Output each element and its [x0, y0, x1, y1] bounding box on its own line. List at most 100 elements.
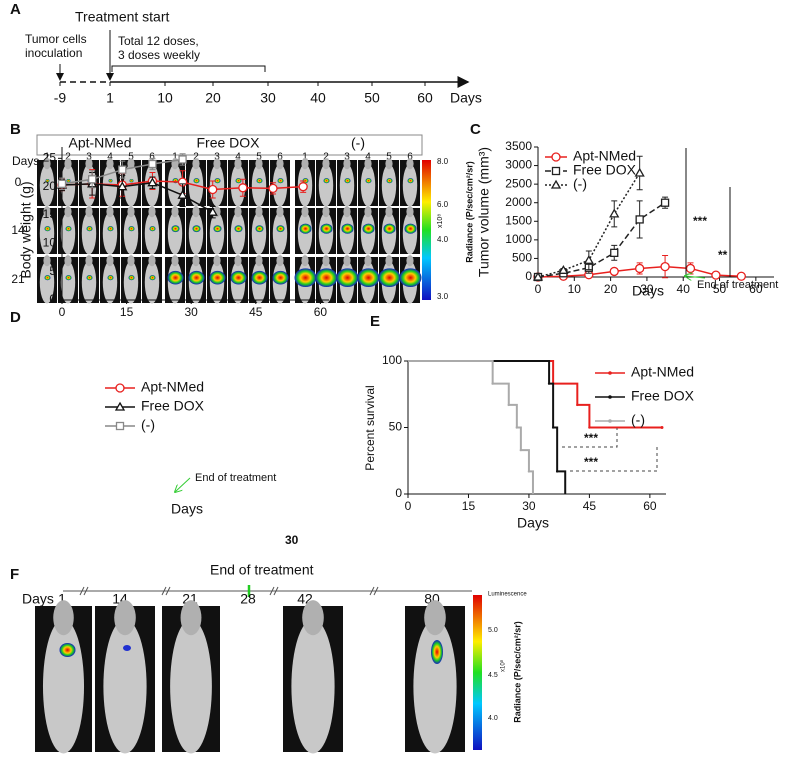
signal: [404, 223, 417, 234]
marker: [576, 403, 579, 407]
mouse: [102, 212, 118, 255]
marker: [711, 270, 721, 280]
y-tick-label: 20: [43, 179, 57, 193]
signal: [234, 225, 243, 233]
signal: [294, 268, 317, 288]
mouse-head: [424, 600, 446, 636]
mouse-head: [148, 206, 156, 218]
colorbar-unit: x10⁸: [437, 214, 444, 228]
x-tick-label: 15: [120, 305, 134, 319]
y-tick-label: 25: [43, 151, 57, 165]
marker: [583, 254, 594, 264]
signal: [44, 275, 51, 281]
signal: [128, 275, 135, 281]
signal: [108, 179, 113, 183]
signal: [365, 178, 372, 184]
marker: [551, 426, 555, 429]
annotation-line: [685, 276, 706, 278]
x-axis-label: Days: [632, 283, 664, 299]
mouse: [167, 212, 183, 255]
signal: [320, 223, 333, 234]
signal: [255, 225, 264, 233]
column-label: 4: [235, 152, 241, 163]
legend-label: (-): [573, 176, 587, 192]
column-label: 2: [65, 152, 71, 163]
x-tick-label: 60: [314, 305, 328, 319]
signal: [66, 179, 71, 183]
mouse: [251, 164, 267, 207]
mouse: [39, 164, 55, 207]
x-tick-label: 30: [185, 305, 199, 319]
signal: [188, 270, 205, 285]
mouse: [39, 261, 55, 304]
y-tick-label: 2500: [505, 176, 532, 190]
legend-label: Apt-NMed: [141, 379, 204, 395]
signal: [336, 268, 359, 288]
marker: [609, 266, 619, 277]
axis-label: Radiance (P/sec/cm²/sr): [464, 161, 474, 263]
x-tick-label: 45: [583, 499, 597, 513]
signal: [149, 226, 156, 232]
marker: [177, 189, 188, 199]
x-tick-label: 30: [522, 499, 536, 513]
mouse-head: [406, 158, 414, 170]
signal: [214, 178, 221, 184]
signal: [276, 225, 285, 233]
mouse-head: [234, 158, 242, 170]
mouse-head: [406, 206, 414, 218]
mouse-head: [43, 206, 51, 218]
y-tick-label: 0: [49, 292, 56, 306]
legend-marker: [551, 166, 561, 176]
signal: [341, 223, 354, 234]
mouse-head: [234, 255, 242, 267]
mouse: [318, 164, 334, 207]
legend-marker: [551, 152, 561, 162]
bracket: [111, 65, 266, 72]
signal: [86, 275, 93, 281]
label: Days: [22, 591, 54, 607]
mouse-head: [301, 158, 309, 170]
mouse: [170, 619, 212, 754]
column-label: 3: [344, 152, 350, 163]
y-tick-label: 3000: [505, 158, 532, 172]
legend-label: Free DOX: [573, 162, 637, 178]
mouse-head: [85, 255, 93, 267]
series-line: [537, 202, 666, 278]
axis-break: [79, 586, 89, 596]
signal: [65, 275, 72, 281]
marker: [558, 265, 569, 274]
mouse-head: [302, 600, 324, 636]
legend-label: (-): [141, 417, 155, 433]
day-label: 1: [58, 591, 66, 607]
marker: [207, 206, 218, 216]
mouse-head: [43, 255, 51, 267]
column-label: 4: [107, 152, 113, 163]
series-line: [408, 360, 662, 429]
mouse: [413, 619, 457, 754]
annotation: **: [718, 248, 728, 262]
signal: [407, 178, 414, 184]
x-tick-label: 0: [405, 499, 412, 513]
x-tick-label: 15: [462, 499, 476, 513]
signal: [44, 226, 51, 232]
label: inoculation: [25, 46, 82, 60]
y-tick-label: 15: [43, 207, 57, 221]
mouse-head: [234, 206, 242, 218]
group-label: Apt-NMed: [68, 135, 131, 151]
mouse-head: [213, 158, 221, 170]
legend-marker: [115, 383, 125, 393]
label: 3 doses weekly: [118, 48, 200, 62]
y-tick-label: 1000: [505, 232, 532, 246]
x-tick-label: 0: [59, 305, 66, 319]
mouse: [123, 261, 139, 304]
signal: [383, 223, 396, 234]
marker: [634, 167, 645, 177]
x-axis-label: Days: [171, 501, 203, 517]
panel-letter: D: [10, 309, 21, 326]
axis-break: [369, 586, 379, 596]
signal: [251, 270, 268, 285]
mouse: [60, 261, 76, 304]
timeline-label: -9: [54, 90, 67, 106]
mouse: [272, 212, 288, 255]
legend-marker: [608, 419, 612, 423]
